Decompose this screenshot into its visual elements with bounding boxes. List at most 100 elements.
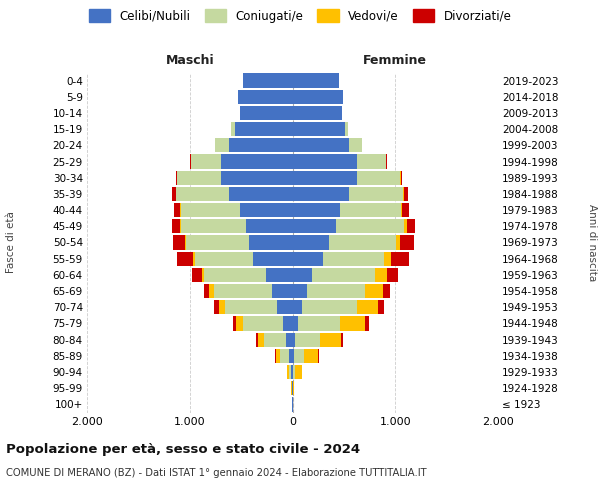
Bar <box>357 300 378 314</box>
Bar <box>400 236 414 250</box>
Bar <box>357 170 400 185</box>
Text: Femmine: Femmine <box>363 54 427 68</box>
Bar <box>293 365 295 379</box>
Bar <box>401 203 403 217</box>
Bar <box>209 284 214 298</box>
Bar <box>404 219 407 234</box>
Bar <box>384 252 391 266</box>
Bar <box>341 332 343 347</box>
Bar <box>293 348 294 363</box>
Bar <box>277 300 293 314</box>
Bar <box>175 203 180 217</box>
Bar <box>302 300 357 314</box>
Bar <box>293 74 339 88</box>
Bar <box>404 187 407 201</box>
Bar <box>193 268 202 282</box>
Bar <box>318 348 319 363</box>
Bar <box>233 316 236 330</box>
Bar <box>256 332 257 347</box>
Bar <box>323 252 384 266</box>
Bar <box>293 236 329 250</box>
Bar <box>229 187 293 201</box>
Bar <box>293 381 294 396</box>
Bar <box>304 348 318 363</box>
Bar <box>215 138 229 152</box>
Bar <box>345 122 348 136</box>
Bar <box>195 252 253 266</box>
Bar <box>357 154 386 168</box>
Bar <box>349 138 362 152</box>
Bar <box>240 106 293 120</box>
Bar <box>276 348 280 363</box>
Bar <box>291 365 293 379</box>
Bar <box>289 365 291 379</box>
Bar <box>257 332 264 347</box>
Bar <box>295 332 320 347</box>
Bar <box>240 203 293 217</box>
Bar <box>329 236 396 250</box>
Bar <box>236 316 243 330</box>
Bar <box>232 122 235 136</box>
Bar <box>365 284 383 298</box>
Bar <box>280 348 289 363</box>
Bar <box>172 187 176 201</box>
Bar <box>224 300 277 314</box>
Bar <box>391 252 409 266</box>
Bar <box>221 154 293 168</box>
Bar <box>221 170 293 185</box>
Bar <box>266 268 293 282</box>
Bar <box>293 187 349 201</box>
Bar <box>243 74 293 88</box>
Bar <box>293 106 342 120</box>
Bar <box>375 268 387 282</box>
Bar <box>294 348 304 363</box>
Bar <box>340 316 365 330</box>
Bar <box>378 300 384 314</box>
Bar <box>243 316 283 330</box>
Bar <box>293 219 335 234</box>
Bar <box>340 203 401 217</box>
Bar <box>286 332 293 347</box>
Text: Popolazione per età, sesso e stato civile - 2024: Popolazione per età, sesso e stato civil… <box>6 442 360 456</box>
Bar <box>287 365 289 379</box>
Bar <box>383 284 390 298</box>
Bar <box>295 365 302 379</box>
Bar <box>203 284 209 298</box>
Bar <box>335 219 404 234</box>
Bar <box>176 170 177 185</box>
Bar <box>283 316 293 330</box>
Bar <box>173 236 185 250</box>
Bar <box>293 203 340 217</box>
Bar <box>293 332 295 347</box>
Bar <box>238 90 293 104</box>
Bar <box>253 252 293 266</box>
Bar <box>181 219 246 234</box>
Bar <box>193 252 195 266</box>
Bar <box>403 203 409 217</box>
Bar <box>349 187 403 201</box>
Text: Anni di nascita: Anni di nascita <box>587 204 597 281</box>
Bar <box>365 316 368 330</box>
Bar <box>214 284 272 298</box>
Bar <box>218 300 224 314</box>
Bar <box>214 300 218 314</box>
Bar <box>176 187 229 201</box>
Bar <box>293 316 298 330</box>
Bar <box>293 300 302 314</box>
Text: COMUNE DI MERANO (BZ) - Dati ISTAT 1° gennaio 2024 - Elaborazione TUTTITALIA.IT: COMUNE DI MERANO (BZ) - Dati ISTAT 1° ge… <box>6 468 427 477</box>
Bar <box>293 170 357 185</box>
Bar <box>250 236 293 250</box>
Bar <box>178 170 221 185</box>
Bar <box>407 219 415 234</box>
Bar <box>293 122 345 136</box>
Bar <box>298 316 340 330</box>
Text: Fasce di età: Fasce di età <box>6 212 16 274</box>
Bar <box>185 236 250 250</box>
Bar <box>275 348 276 363</box>
Bar <box>246 219 293 234</box>
Bar <box>401 170 402 185</box>
Bar <box>387 268 398 282</box>
Bar <box>235 122 293 136</box>
Bar <box>179 219 181 234</box>
Bar <box>320 332 341 347</box>
